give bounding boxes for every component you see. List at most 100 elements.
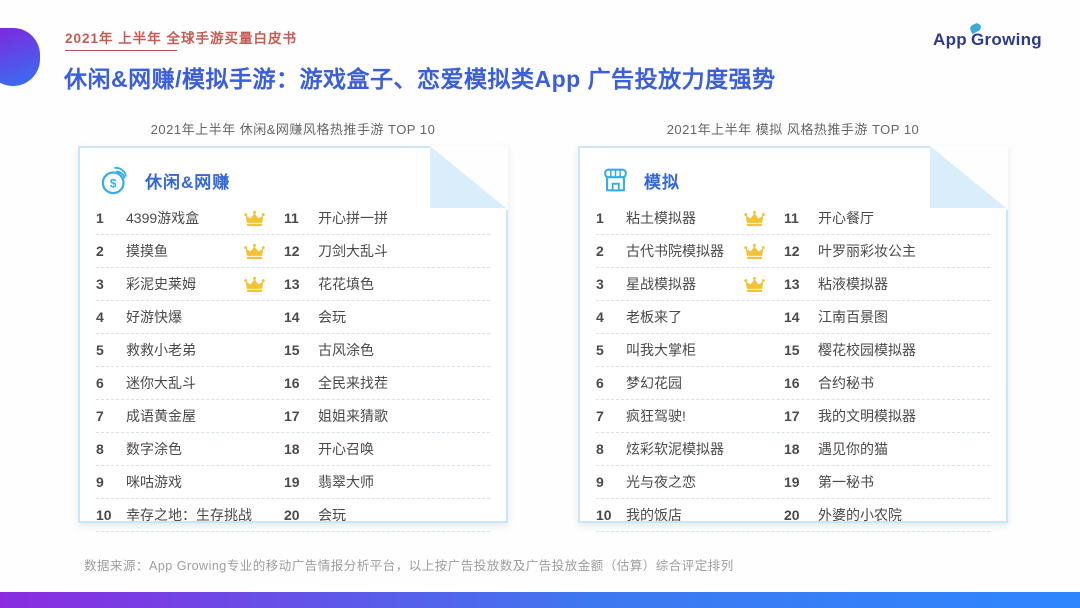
ranking-row: 1 4399游戏盒 11 开心拼一拼 [96,202,490,235]
game-name: 咪咕游戏 [126,474,182,490]
rank-number: 1 [96,210,104,226]
rank-number: 14 [784,309,800,325]
game-name: 老板来了 [626,309,682,325]
crown-slot [744,210,784,227]
rank-number: 8 [596,441,604,457]
rank-number: 13 [784,276,800,292]
game-name: 粘土模拟器 [626,210,696,226]
rank-number: 20 [284,507,300,523]
ranking-row: 8 数字涂色 18 开心召唤 [96,433,490,466]
rank-number: 12 [784,243,800,259]
rank-number: 15 [284,342,300,358]
game-name: 全民来找茬 [318,375,388,391]
ranking-row: 3 星战模拟器 13 粘液模拟器 [596,268,990,301]
game-name: 迷你大乱斗 [126,375,196,391]
folded-corner-triangle [430,146,506,208]
rank-number: 4 [596,309,604,325]
rank-number: 11 [784,210,799,226]
game-name: 外婆的小农院 [818,507,902,523]
game-name: 光与夜之恋 [626,474,696,490]
game-name: 4399游戏盒 [126,210,200,226]
crown-slot [244,342,284,359]
crown-slot [244,243,284,260]
game-name: 开心拼一拼 [318,210,388,226]
fold-corner [930,146,1008,210]
rank-number: 5 [96,342,104,358]
game-name: 叶罗丽彩妆公主 [818,243,916,259]
casual-rebate-top10-panel: $ 休闲&网赚 1 4399游戏盒 11 开心拼一拼 2 摸摸鱼 [78,146,508,532]
game-name: 梦幻花园 [626,375,682,391]
panel-title: 休闲&网赚 [145,172,231,192]
crown-slot [244,309,284,326]
crown-slot [744,507,784,524]
crown-slot [744,309,784,326]
ranking-list: 1 4399游戏盒 11 开心拼一拼 2 摸摸鱼 12 [96,202,490,532]
crown-slot [744,474,784,491]
game-name: 摸摸鱼 [126,243,168,259]
deco-blob [0,28,40,86]
ranking-row: 2 古代书院模拟器 12 叶罗丽彩妆公主 [596,235,990,268]
ranking-row: 5 叫我大掌柜 15 樱花校园模拟器 [596,334,990,367]
game-name: 炫彩软泥模拟器 [626,441,724,457]
ranking-row: 1 粘土模拟器 11 开心餐厅 [596,202,990,235]
game-name: 姐姐来猜歌 [318,408,388,424]
rank-number: 19 [784,474,800,490]
right-panel-subtitle: 2021年上半年 模拟 风格热推手游 TOP 10 [666,122,920,137]
game-name: 第一秘书 [818,474,874,490]
game-name: 成语黄金屋 [126,408,196,424]
panel-title: 模拟 [644,172,680,192]
crown-slot [244,210,284,227]
svg-text:$: $ [110,177,117,191]
game-name: 疯狂驾驶! [626,408,686,424]
game-name: 合约秘书 [818,375,874,391]
crown-icon [744,276,765,292]
game-name: 彩泥史莱姆 [126,276,196,292]
game-name: 古代书院模拟器 [626,243,724,259]
logo-text-growing: Growing [968,21,1042,49]
crown-slot [744,408,784,425]
simulation-top10-panel: 模拟 1 粘土模拟器 11 开心餐厅 2 古代书院模拟器 [578,146,1008,532]
game-name: 救救小老弟 [126,342,196,358]
rank-number: 20 [784,507,800,523]
rank-number: 16 [784,375,800,391]
rank-number: 6 [596,375,604,391]
crown-slot [744,375,784,392]
rank-number: 6 [96,375,104,391]
rank-number: 2 [96,243,104,259]
rank-number: 10 [96,507,112,523]
game-name: 星战模拟器 [626,276,696,292]
game-name: 翡翠大师 [318,474,374,490]
crown-icon [244,276,265,292]
crown-slot [244,375,284,392]
rank-number: 16 [284,375,300,391]
ranking-row: 5 救救小老弟 15 古风涂色 [96,334,490,367]
crown-slot [244,474,284,491]
rank-number: 11 [284,210,299,226]
rank-number: 12 [284,243,300,259]
game-name: 我的饭店 [626,507,682,523]
crown-icon [244,243,265,259]
game-name: 樱花校园模拟器 [818,342,916,358]
rank-number: 3 [596,276,604,292]
data-source-note: 数据来源：App Growing专业的移动广告情报分析平台，以上按广告投放数及广… [84,559,734,573]
bottom-gradient-bar [0,592,1080,608]
game-name: 数字涂色 [126,441,182,457]
ranking-row: 9 咪咕游戏 19 翡翠大师 [96,466,490,499]
crown-slot [744,342,784,359]
eyebrow-underline [65,50,177,51]
ranking-row: 3 彩泥史莱姆 13 花花填色 [96,268,490,301]
ranking-row: 8 炫彩软泥模拟器 18 遇见你的猫 [596,433,990,466]
ranking-row: 6 迷你大乱斗 16 全民来找茬 [96,367,490,400]
crown-icon [744,243,765,259]
game-name: 开心餐厅 [818,210,874,226]
rank-number: 8 [96,441,104,457]
rank-number: 4 [96,309,104,325]
rank-number: 15 [784,342,800,358]
ranking-row: 6 梦幻花园 16 合约秘书 [596,367,990,400]
ranking-row: 2 摸摸鱼 12 刀剑大乱斗 [96,235,490,268]
crown-icon [744,210,765,226]
rank-number: 10 [596,507,612,523]
rank-number: 18 [784,441,800,457]
game-name: 叫我大掌柜 [626,342,696,358]
ranking-row: 9 光与夜之恋 19 第一秘书 [596,466,990,499]
